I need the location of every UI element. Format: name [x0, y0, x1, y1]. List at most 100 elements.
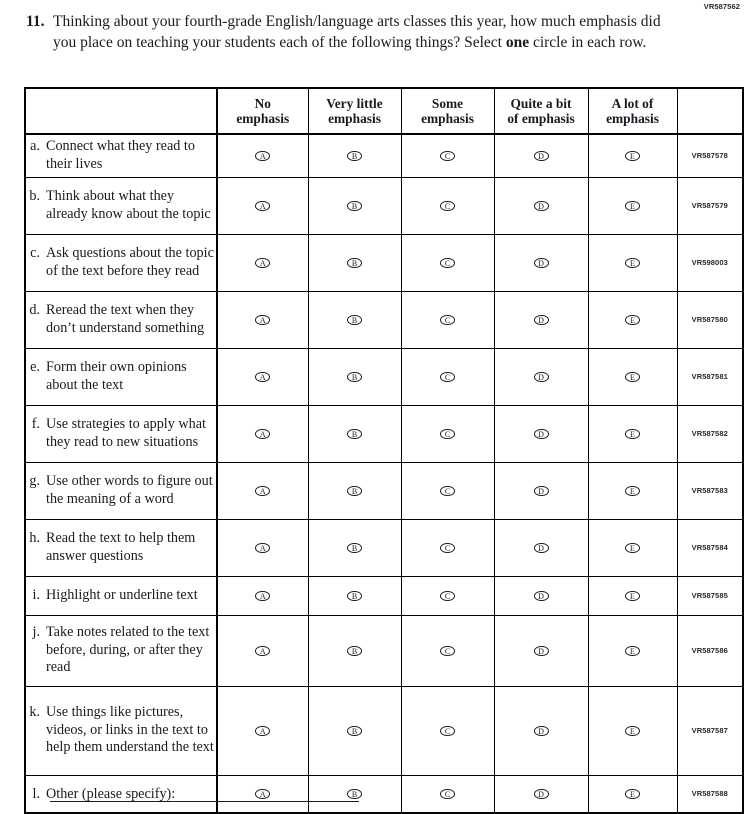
radio-bubble-a[interactable]: A: [255, 150, 271, 162]
bubble-cell-verylittle[interactable]: B: [308, 234, 402, 292]
radio-bubble-c[interactable]: C: [440, 314, 455, 326]
radio-bubble-b[interactable]: B: [347, 788, 362, 800]
radio-bubble-d[interactable]: D: [533, 590, 549, 602]
bubble-cell-some[interactable]: C: [401, 348, 495, 406]
radio-bubble-c[interactable]: C: [440, 257, 455, 269]
bubble-cell-quiteabit[interactable]: D: [494, 405, 589, 463]
radio-bubble-b[interactable]: B: [347, 645, 362, 657]
bubble-cell-some[interactable]: C: [401, 291, 495, 349]
bubble-cell-some[interactable]: C: [401, 177, 495, 235]
radio-bubble-c[interactable]: C: [440, 200, 455, 212]
bubble-cell-no[interactable]: A: [217, 405, 309, 463]
radio-bubble-c[interactable]: C: [440, 371, 455, 383]
radio-bubble-d[interactable]: D: [533, 485, 549, 497]
bubble-cell-no[interactable]: A: [217, 775, 309, 814]
radio-bubble-d[interactable]: D: [533, 371, 549, 383]
bubble-cell-no[interactable]: A: [217, 348, 309, 406]
radio-bubble-d[interactable]: D: [533, 542, 549, 554]
bubble-cell-verylittle[interactable]: B: [308, 775, 402, 814]
radio-bubble-a[interactable]: A: [255, 725, 271, 737]
radio-bubble-c[interactable]: C: [440, 150, 455, 162]
bubble-cell-verylittle[interactable]: B: [308, 686, 402, 776]
radio-bubble-e[interactable]: E: [625, 150, 640, 162]
radio-bubble-a[interactable]: A: [255, 485, 271, 497]
bubble-cell-verylittle[interactable]: B: [308, 576, 402, 616]
bubble-cell-alot[interactable]: E: [588, 291, 678, 349]
radio-bubble-a[interactable]: A: [255, 590, 271, 602]
bubble-cell-verylittle[interactable]: B: [308, 405, 402, 463]
bubble-cell-some[interactable]: C: [401, 519, 495, 577]
radio-bubble-d[interactable]: D: [533, 257, 549, 269]
radio-bubble-d[interactable]: D: [533, 200, 549, 212]
bubble-cell-no[interactable]: A: [217, 686, 309, 776]
radio-bubble-a[interactable]: A: [255, 314, 271, 326]
bubble-cell-verylittle[interactable]: B: [308, 519, 402, 577]
other-write-in-field[interactable]: [50, 800, 359, 802]
bubble-cell-quiteabit[interactable]: D: [494, 348, 589, 406]
bubble-cell-quiteabit[interactable]: D: [494, 686, 589, 776]
bubble-cell-alot[interactable]: E: [588, 686, 678, 776]
bubble-cell-quiteabit[interactable]: D: [494, 775, 589, 814]
radio-bubble-b[interactable]: B: [347, 428, 362, 440]
bubble-cell-quiteabit[interactable]: D: [494, 576, 589, 616]
radio-bubble-b[interactable]: B: [347, 485, 362, 497]
radio-bubble-b[interactable]: B: [347, 725, 362, 737]
bubble-cell-verylittle[interactable]: B: [308, 177, 402, 235]
radio-bubble-a[interactable]: A: [255, 542, 271, 554]
bubble-cell-some[interactable]: C: [401, 462, 495, 520]
radio-bubble-e[interactable]: E: [625, 485, 640, 497]
bubble-cell-verylittle[interactable]: B: [308, 348, 402, 406]
bubble-cell-alot[interactable]: E: [588, 348, 678, 406]
bubble-cell-no[interactable]: A: [217, 134, 309, 178]
radio-bubble-a[interactable]: A: [255, 645, 271, 657]
bubble-cell-alot[interactable]: E: [588, 615, 678, 687]
bubble-cell-no[interactable]: A: [217, 462, 309, 520]
bubble-cell-quiteabit[interactable]: D: [494, 291, 589, 349]
radio-bubble-e[interactable]: E: [625, 542, 640, 554]
radio-bubble-e[interactable]: E: [625, 788, 640, 800]
bubble-cell-verylittle[interactable]: B: [308, 615, 402, 687]
radio-bubble-c[interactable]: C: [440, 725, 455, 737]
bubble-cell-alot[interactable]: E: [588, 519, 678, 577]
radio-bubble-a[interactable]: A: [255, 788, 271, 800]
radio-bubble-e[interactable]: E: [625, 725, 640, 737]
bubble-cell-no[interactable]: A: [217, 519, 309, 577]
radio-bubble-d[interactable]: D: [533, 725, 549, 737]
radio-bubble-e[interactable]: E: [625, 314, 640, 326]
bubble-cell-alot[interactable]: E: [588, 405, 678, 463]
bubble-cell-no[interactable]: A: [217, 291, 309, 349]
radio-bubble-d[interactable]: D: [533, 428, 549, 440]
bubble-cell-some[interactable]: C: [401, 234, 495, 292]
bubble-cell-quiteabit[interactable]: D: [494, 615, 589, 687]
radio-bubble-a[interactable]: A: [255, 371, 271, 383]
radio-bubble-e[interactable]: E: [625, 428, 640, 440]
radio-bubble-d[interactable]: D: [533, 645, 549, 657]
radio-bubble-c[interactable]: C: [440, 485, 455, 497]
bubble-cell-alot[interactable]: E: [588, 775, 678, 814]
bubble-cell-quiteabit[interactable]: D: [494, 462, 589, 520]
radio-bubble-a[interactable]: A: [255, 257, 271, 269]
radio-bubble-c[interactable]: C: [440, 645, 455, 657]
radio-bubble-c[interactable]: C: [440, 428, 455, 440]
bubble-cell-some[interactable]: C: [401, 615, 495, 687]
radio-bubble-e[interactable]: E: [625, 200, 640, 212]
radio-bubble-b[interactable]: B: [347, 314, 362, 326]
bubble-cell-no[interactable]: A: [217, 177, 309, 235]
bubble-cell-some[interactable]: C: [401, 405, 495, 463]
bubble-cell-alot[interactable]: E: [588, 134, 678, 178]
radio-bubble-b[interactable]: B: [347, 371, 362, 383]
bubble-cell-some[interactable]: C: [401, 576, 495, 616]
bubble-cell-some[interactable]: C: [401, 686, 495, 776]
bubble-cell-no[interactable]: A: [217, 576, 309, 616]
radio-bubble-b[interactable]: B: [347, 257, 362, 269]
bubble-cell-quiteabit[interactable]: D: [494, 234, 589, 292]
bubble-cell-alot[interactable]: E: [588, 234, 678, 292]
radio-bubble-c[interactable]: C: [440, 590, 455, 602]
radio-bubble-a[interactable]: A: [255, 200, 271, 212]
bubble-cell-quiteabit[interactable]: D: [494, 177, 589, 235]
bubble-cell-alot[interactable]: E: [588, 177, 678, 235]
bubble-cell-alot[interactable]: E: [588, 576, 678, 616]
bubble-cell-some[interactable]: C: [401, 775, 495, 814]
bubble-cell-alot[interactable]: E: [588, 462, 678, 520]
radio-bubble-b[interactable]: B: [347, 542, 362, 554]
